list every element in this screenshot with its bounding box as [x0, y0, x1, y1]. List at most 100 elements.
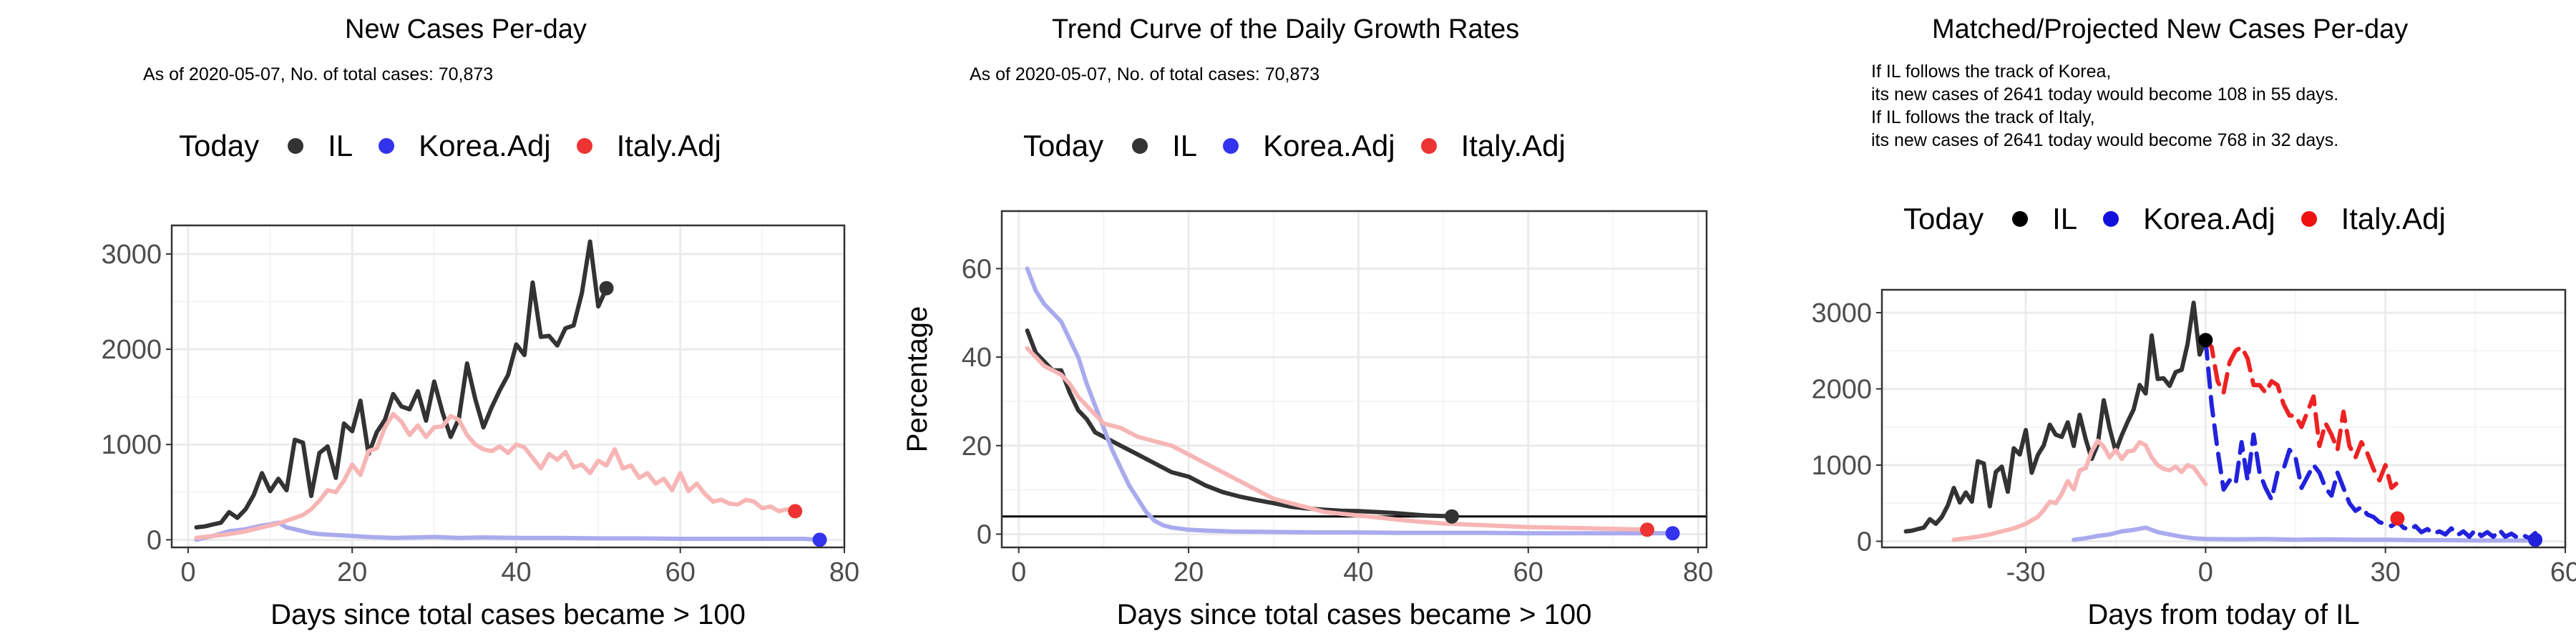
legend-label-korea: Korea.Adj [2143, 202, 2275, 235]
series-line-korea-adj [1025, 266, 1675, 536]
plot-border [1880, 288, 2567, 549]
y-tick-label: 60 [962, 254, 992, 284]
legend-label-korea: Korea.Adj [419, 129, 551, 162]
y-tick-label: 0 [977, 519, 992, 550]
legend-item-il: IL [1132, 129, 1197, 163]
today-point-il [1444, 509, 1459, 524]
chart-title: New Cases Per-day [345, 14, 587, 44]
chart-title: Matched/Projected New Cases Per-day [1932, 14, 2409, 44]
today-point-il [2198, 333, 2213, 348]
chart-legend: Today IL Korea.Adj Italy.Adj [179, 129, 747, 163]
chart-panel-growth-rates: Trend Curve of the Daily Growth Rates As… [859, 0, 1717, 644]
x-tick-label: 40 [501, 557, 531, 587]
plot-border [170, 224, 846, 549]
chart-plot-area: 0 20 40 60 80 0 1000 2000 3000 Days since total c… [101, 224, 859, 630]
y-tick-label: 40 [962, 343, 992, 373]
legend-label-korea: Korea.Adj [1263, 129, 1395, 162]
x-tick-label: 20 [1174, 557, 1204, 587]
today-point-korea-adj [1665, 526, 1680, 541]
legend-item-korea: Korea.Adj [1223, 129, 1395, 163]
chart-legend: Today IL Korea.Adj Italy.Adj [1903, 202, 2472, 236]
legend-label-il: IL [1172, 129, 1198, 162]
legend-swatch-korea [379, 138, 395, 154]
x-tick-label: 20 [337, 557, 367, 587]
legend-item-il: IL [288, 129, 353, 163]
x-tick-label: 80 [1683, 557, 1713, 587]
legend-title: Today [1903, 202, 1984, 235]
series-line-il [1903, 301, 2208, 534]
series-line-korea-adj-projection [2203, 338, 2538, 541]
legend-swatch-korea [1223, 138, 1239, 154]
y-tick-label: 0 [147, 525, 162, 555]
y-axis-label: Percentage [902, 306, 933, 453]
x-tick-label: 0 [1011, 557, 1026, 587]
legend-swatch-italy [2301, 211, 2317, 227]
y-tick-label: 20 [962, 431, 992, 462]
legend-swatch-italy [576, 138, 592, 154]
today-point-il [599, 280, 614, 296]
chart-subtitle-line-4: its new cases of 2641 today would become… [1871, 130, 2339, 150]
chart-plot-area: 0 20 40 60 80 0 20 40 60 Days since total cases b… [902, 210, 1713, 630]
chart-subtitle-line-2: its new cases of 2641 today would become… [1871, 84, 2339, 104]
chart-subtitle-line-3: If IL follows the track of Italy, [1871, 107, 2095, 127]
legend-item-korea: Korea.Adj [2103, 202, 2275, 236]
x-axis-label: Days from today of IL [2087, 599, 2359, 630]
series-line-il [194, 239, 609, 530]
x-axis-label: Days since total cases became > 100 [270, 599, 746, 630]
x-tick-label: 0 [2198, 557, 2213, 587]
legend-title: Today [179, 129, 260, 162]
today-point-korea-adj [812, 532, 827, 547]
chart-plot-area: -30 0 30 60 0 1000 2000 3000 Days from today of … [1811, 288, 2576, 630]
series-line-italy-adj [1025, 346, 1649, 532]
chart-subtitle-line-1: If IL follows the track of Korea, [1871, 62, 2112, 82]
today-point-italy-adj [1639, 522, 1654, 537]
y-tick-label: 2000 [101, 335, 162, 365]
today-point-italy-adj [2390, 511, 2405, 526]
chart-panel-projected: Matched/Projected New Cases Per-day If I… [1717, 0, 2576, 644]
legend-swatch-korea [2103, 211, 2119, 227]
legend-swatch-il [2012, 211, 2029, 227]
y-tick-label: 1000 [101, 430, 162, 460]
x-tick-label: 0 [180, 557, 195, 587]
x-tick-label: 60 [665, 557, 696, 587]
x-tick-label: 60 [1513, 557, 1543, 587]
chart-subtitle: As of 2020-05-07, No. of total cases: 70… [143, 64, 494, 84]
legend-title: Today [1023, 129, 1104, 162]
today-point-korea-adj [2528, 532, 2543, 547]
plot-border [1000, 210, 1708, 549]
chart-legend: Today IL Korea.Adj Italy.Adj [1023, 129, 1591, 163]
y-tick-label: 0 [1857, 527, 1872, 557]
legend-swatch-il [288, 138, 304, 154]
legend-label-italy: Italy.Adj [2341, 202, 2446, 235]
today-point-italy-adj [788, 504, 803, 519]
y-tick-label: 2000 [1811, 374, 1872, 404]
series-line-italy-adj-projection [2203, 338, 2400, 490]
legend-label-il: IL [2052, 202, 2078, 235]
chart-panel-new-cases: New Cases Per-day As of 2020-05-07, No. … [0, 0, 859, 644]
x-tick-label: 40 [1343, 557, 1373, 587]
series-line-italy-adj-history [1951, 438, 2208, 542]
x-tick-label: 80 [829, 557, 859, 587]
y-tick-label: 1000 [1811, 451, 1872, 481]
chart-title: Trend Curve of the Daily Growth Rates [1052, 14, 1520, 44]
legend-label-il: IL [328, 129, 353, 162]
series-line-korea-adj [194, 520, 822, 542]
x-axis-label: Days since total cases became > 100 [1117, 599, 1592, 630]
x-tick-label: 30 [2371, 557, 2401, 587]
legend-item-italy: Italy.Adj [1420, 129, 1566, 163]
legend-item-italy: Italy.Adj [576, 129, 721, 163]
series-line-il [1025, 328, 1454, 519]
legend-label-italy: Italy.Adj [1460, 129, 1566, 162]
legend-label-italy: Italy.Adj [616, 129, 721, 162]
legend-swatch-italy [1420, 138, 1437, 154]
x-tick-label: 60 [2550, 557, 2576, 587]
legend-item-korea: Korea.Adj [379, 129, 551, 163]
y-tick-label: 3000 [1811, 298, 1872, 328]
series-line-italy-adj [194, 411, 798, 540]
y-tick-label: 3000 [101, 240, 162, 270]
legend-item-il: IL [2012, 202, 2077, 236]
legend-swatch-il [1132, 138, 1148, 154]
x-tick-label: -30 [2006, 557, 2046, 587]
legend-item-italy: Italy.Adj [2301, 202, 2446, 236]
series-line-korea-adj-history [2072, 525, 2538, 543]
